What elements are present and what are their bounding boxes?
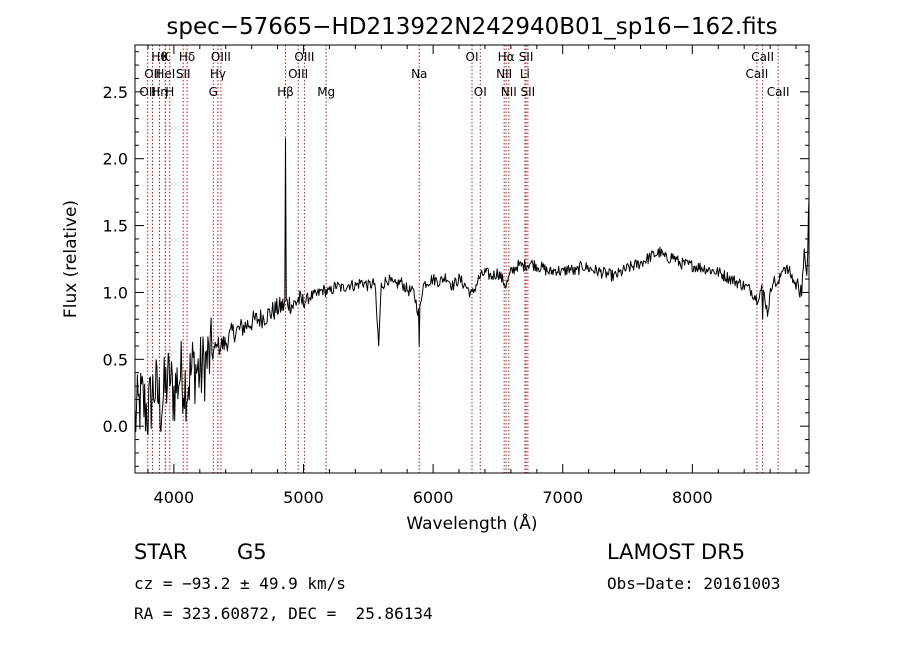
redshift-velocity: cz = −93.2 ± 49.9 km/s bbox=[134, 574, 346, 593]
line-marker-label-23: SII bbox=[519, 50, 534, 64]
chart-title: spec−57665−HD213922N242940B01_sp16−162.f… bbox=[166, 14, 777, 40]
line-marker-label-1: OII bbox=[144, 67, 161, 81]
y-axis-label: Flux (relative) bbox=[61, 200, 81, 318]
y-tick-label-1: 0.5 bbox=[103, 350, 128, 369]
line-marker-label-16: Na bbox=[411, 67, 427, 81]
line-marker-label-5: K bbox=[161, 50, 170, 64]
line-marker-label-3: Hη bbox=[151, 85, 168, 99]
x-tick-label-2: 6000 bbox=[413, 488, 454, 507]
line-marker-label-10: Hγ bbox=[210, 67, 226, 81]
object-class: STAR bbox=[134, 540, 188, 564]
coordinates: RA = 323.60872, DEC = 25.86134 bbox=[134, 604, 433, 623]
line-marker-label-7: SII bbox=[176, 67, 191, 81]
spectrum-series bbox=[134, 138, 810, 436]
y-tick-label-0: 0.0 bbox=[103, 417, 128, 436]
line-marker-label-27: CaII bbox=[767, 85, 790, 99]
y-tick-label-3: 1.5 bbox=[103, 217, 128, 236]
spectrum-line bbox=[134, 138, 810, 436]
line-marker-label-24: SII bbox=[521, 85, 536, 99]
line-marker-label-22: Li bbox=[520, 67, 530, 81]
line-marker-label-17: OI bbox=[466, 50, 479, 64]
object-subclass: G5 bbox=[237, 540, 267, 564]
line-marker-label-18: OI bbox=[474, 85, 487, 99]
line-marker-label-6: H bbox=[165, 85, 174, 99]
line-marker-label-21: NII bbox=[501, 85, 517, 99]
x-axis-label: Wavelength (Å) bbox=[406, 512, 537, 534]
line-marker-label-20: Hα bbox=[498, 50, 515, 64]
line-marker-label-4: HeI bbox=[155, 67, 175, 81]
x-tick-label-0: 4000 bbox=[154, 488, 195, 507]
spectral-line-markers bbox=[147, 45, 779, 473]
observation-date: Obs−Date: 20161003 bbox=[607, 574, 781, 593]
y-tick-label-4: 2.0 bbox=[103, 150, 128, 169]
line-marker-label-9: G bbox=[209, 85, 218, 99]
line-marker-label-0: OII bbox=[139, 85, 156, 99]
line-marker-label-12: Hβ bbox=[277, 85, 294, 99]
y-tick-label-5: 2.5 bbox=[103, 83, 128, 102]
x-tick-label-1: 5000 bbox=[283, 488, 324, 507]
line-marker-label-19: NII bbox=[496, 67, 512, 81]
line-marker-label-14: OIII bbox=[294, 50, 314, 64]
line-marker-label-26: CaII bbox=[751, 50, 774, 64]
y-tick-label-2: 1.0 bbox=[103, 283, 128, 302]
x-tick-label-4: 8000 bbox=[672, 488, 713, 507]
line-marker-label-2: Hθ bbox=[151, 50, 167, 64]
x-tick-label-3: 7000 bbox=[542, 488, 583, 507]
line-marker-label-15: Mg bbox=[317, 85, 335, 99]
y-axis: 0.0 0.5 1.0 1.5 2.0 2.5 bbox=[103, 51, 809, 467]
line-marker-label-25: CaII bbox=[745, 67, 768, 81]
survey-label: LAMOST DR5 bbox=[607, 540, 746, 564]
line-marker-label-13: OIII bbox=[288, 67, 308, 81]
x-axis: 4000 5000 6000 7000 8000 bbox=[147, 45, 797, 507]
line-marker-label-11: OIII bbox=[211, 50, 231, 64]
spectral-line-labels: OIIOIIHθHηHeIKHSIIHδGHγOIIIHβOIIIOIIIMgN… bbox=[139, 50, 789, 99]
plot-frame bbox=[134, 44, 810, 474]
line-marker-label-8: Hδ bbox=[179, 50, 195, 64]
